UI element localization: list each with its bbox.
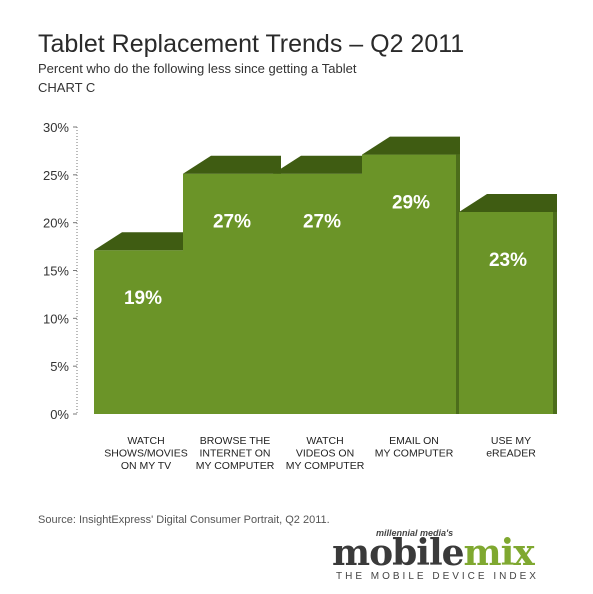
bar <box>459 211 557 414</box>
bar-top <box>273 155 371 174</box>
x-category-label-line: WATCH <box>127 435 164 447</box>
x-category-label-line: VIDEOS ON <box>296 448 354 460</box>
logo-brand-part1: mobile <box>332 532 465 574</box>
x-category-label-line: USE MY <box>491 435 531 447</box>
x-category-label-line: eREADER <box>486 448 536 460</box>
y-tick-label: 30% <box>43 120 69 135</box>
x-category-label-line: MY COMPUTER <box>286 460 365 472</box>
x-category-label-line: WATCH <box>306 435 343 447</box>
x-category-label: BROWSE THE INTERNET ON MY COMPUTER <box>196 435 275 472</box>
y-tick-label: 5% <box>50 359 69 374</box>
bar-value-label: 19% <box>124 288 162 309</box>
x-category-label: USE MY eREADER <box>486 435 536 460</box>
mobilemix-logo: millennial media's mobilemix THE MOBILE … <box>328 527 556 583</box>
bar-top <box>183 155 281 174</box>
y-tick-label: 10% <box>43 311 69 326</box>
bar <box>183 173 281 414</box>
bar-value-label: 23% <box>489 250 527 271</box>
source-note: Source: InsightExpress' Digital Consumer… <box>38 514 330 526</box>
x-category-label-line: BROWSE THE <box>200 435 270 447</box>
bar-chart: 0%5%10%15%20%25%30%19%WATCH SHOWS/MOVIES O… <box>43 120 557 472</box>
x-category-label-line: MY COMPUTER <box>196 460 275 472</box>
logo-brand-part2: mix <box>463 532 535 574</box>
bar <box>273 173 371 414</box>
bar-side <box>553 211 557 414</box>
x-category-label-line: INTERNET ON <box>200 448 271 460</box>
bar <box>362 154 460 415</box>
x-category-label: EMAIL ON MY COMPUTER <box>375 435 454 460</box>
chart-title: Tablet Replacement Trends – Q2 2011 <box>38 30 465 58</box>
x-category-label-line: EMAIL ON <box>389 435 439 447</box>
x-category-label: WATCH SHOWS/MOVIES ON MY TV <box>104 435 187 472</box>
bar-value-label: 29% <box>392 193 430 214</box>
y-tick-label: 25% <box>43 168 69 183</box>
bar-top <box>362 136 460 155</box>
logo-tagline-bottom: THE MOBILE DEVICE INDEX <box>336 571 539 582</box>
x-category-label-line: ON MY TV <box>121 460 171 472</box>
chart-subtitle: Percent who do the following less since … <box>38 61 357 76</box>
logo-brand: mobilemix <box>332 532 535 574</box>
bar <box>94 250 192 414</box>
bar-top <box>459 193 557 212</box>
y-tick-label: 15% <box>43 264 69 279</box>
logo-tagline-top: millennial media's <box>376 528 454 538</box>
bar-value-label: 27% <box>213 212 251 233</box>
chart-label: CHART C <box>38 80 96 95</box>
x-category-label-line: MY COMPUTER <box>375 448 454 460</box>
x-category-label-line: SHOWS/MOVIES <box>104 448 187 460</box>
y-tick-label: 0% <box>50 407 69 422</box>
x-category-label: WATCH VIDEOS ON MY COMPUTER <box>286 435 365 472</box>
bar-top <box>94 232 192 251</box>
bar-value-label: 27% <box>303 212 341 233</box>
y-tick-label: 20% <box>43 216 69 231</box>
